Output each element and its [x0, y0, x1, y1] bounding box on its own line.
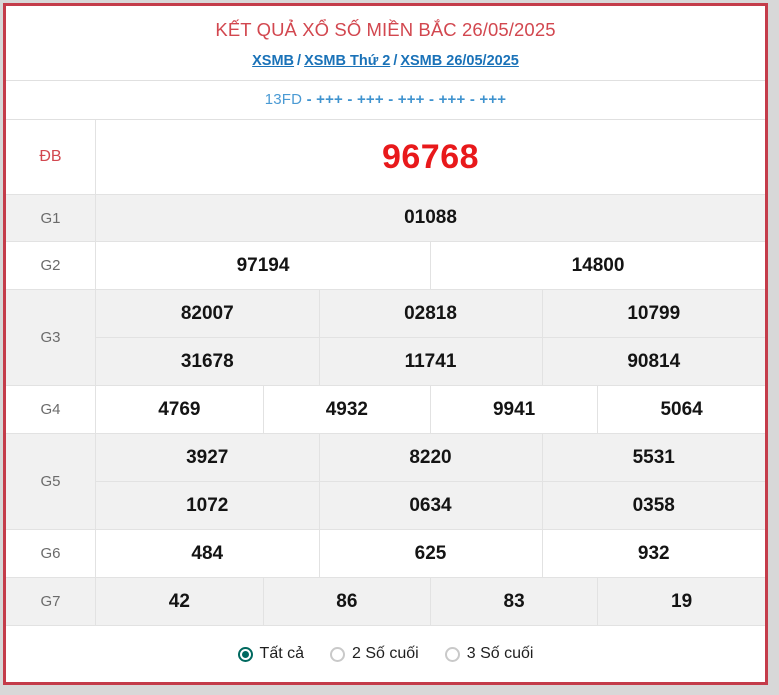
prize-cells-g6: 484 625 932 [95, 529, 765, 579]
draw-code-rest: - +++ - +++ - +++ - +++ - +++ [306, 90, 507, 108]
table-row-g4: G4 4769 4932 9941 5064 [6, 385, 765, 435]
table-row-g2: G2 97194 14800 [6, 241, 765, 291]
prize-value-g5-4: 1072 [96, 481, 320, 530]
prize-label-g2: G2 [6, 241, 96, 291]
prize-value-g7-3: 83 [429, 578, 599, 626]
radio-label-last-2: 2 Số cuối [352, 645, 419, 663]
prize-label-g3: G3 [6, 289, 96, 387]
prize-value-g2-2: 14800 [430, 242, 765, 290]
draw-code-row: 13FD - +++ - +++ - +++ - +++ - +++ [6, 79, 765, 120]
prize-value-g1: 01088 [95, 194, 765, 243]
nested-row: 4769 4932 9941 5064 [96, 386, 765, 434]
radio-option-all[interactable]: Tất cả [237, 645, 305, 663]
table-row-g5: G5 3927 8220 5531 1072 [6, 433, 765, 531]
results-table: ĐB 96768 G1 01088 G2 97194 148 [6, 119, 765, 627]
prize-value-g7-1: 42 [96, 578, 264, 626]
prize-value-g3-2: 02818 [318, 290, 543, 339]
prize-label-db: ĐB [6, 119, 96, 196]
prize-value-g5-2: 8220 [318, 434, 543, 483]
radio-label-last-3: 3 Số cuối [466, 645, 534, 663]
prize-value-g3-4: 31678 [96, 337, 320, 386]
radio-icon-unselected[interactable] [444, 646, 460, 662]
prize-value-g5-5: 0634 [318, 481, 543, 530]
breadcrumb-separator: / [297, 52, 302, 69]
prize-value-g6-2: 625 [318, 530, 543, 578]
nested-row: 42 86 83 19 [96, 578, 765, 626]
prize-cells-g7: 42 86 83 19 [95, 577, 765, 627]
prize-value-g3-1: 82007 [96, 290, 320, 339]
nested-grid-g3: 82007 02818 10799 31678 11741 90814 [96, 290, 765, 386]
nested-grid-g7: 42 86 83 19 [96, 578, 765, 626]
prize-value-g2-1: 97194 [96, 242, 431, 290]
lottery-result-panel: KẾT QUẢ XỔ SỐ MIỀN BẮC 26/05/2025 XSMB / X… [3, 3, 768, 685]
prize-value-g5-6: 0358 [541, 481, 765, 530]
radio-option-last-2[interactable]: 2 Số cuối [330, 645, 419, 663]
table-row-db: ĐB 96768 [6, 119, 765, 196]
prize-value-g5-1: 3927 [96, 434, 320, 483]
prize-value-g3-3: 10799 [541, 290, 765, 339]
result-header: KẾT QUẢ XỔ SỐ MIỀN BẮC 26/05/2025 XSMB / X… [6, 6, 765, 80]
prize-value-g4-2: 4932 [262, 386, 432, 434]
prize-value-db: 96768 [95, 119, 765, 196]
breadcrumb-link-xsmb-thu-2[interactable]: XSMB Thứ 2 [304, 52, 391, 69]
prize-label-g1: G1 [6, 194, 96, 243]
nested-row: 97194 14800 [96, 242, 765, 290]
nested-grid-g5: 3927 8220 5531 1072 0634 0358 [96, 434, 765, 530]
nested-row: 82007 02818 10799 [96, 290, 765, 339]
nested-grid-g2: 97194 14800 [96, 242, 765, 290]
prize-value-g4-3: 9941 [429, 386, 599, 434]
prize-value-g3-5: 11741 [318, 337, 543, 386]
breadcrumb: XSMB / XSMB Thứ 2/XSMB 26/05/2025 [6, 52, 765, 71]
nested-row: 31678 11741 90814 [96, 337, 765, 386]
prize-value-g3-6: 90814 [541, 337, 765, 386]
prize-value-g6-3: 932 [541, 530, 765, 578]
table-row-g7: G7 42 86 83 19 [6, 577, 765, 627]
radio-icon-selected[interactable] [237, 646, 253, 662]
table-row-g1: G1 01088 [6, 194, 765, 243]
nested-grid-g6: 484 625 932 [96, 530, 765, 578]
radio-option-last-3[interactable]: 3 Số cuối [444, 645, 534, 663]
breadcrumb-separator: / [393, 52, 398, 69]
draw-code-prefix: 13FD [264, 90, 303, 108]
prize-label-g4: G4 [6, 385, 96, 435]
prize-value-g7-2: 86 [262, 578, 432, 626]
prize-label-g7: G7 [6, 577, 96, 627]
digit-filter-group: Tất cả 2 Số cuối 3 Số cuối [6, 626, 765, 682]
prize-cells-g2: 97194 14800 [95, 241, 765, 291]
prize-cells-g3: 82007 02818 10799 31678 11741 90814 [95, 289, 765, 387]
radio-label-all: Tất cả [259, 645, 305, 663]
prize-label-g5: G5 [6, 433, 96, 531]
table-row-g3: G3 82007 02818 10799 31678 [6, 289, 765, 387]
prize-value-g7-4: 19 [597, 578, 765, 626]
prize-value-g4-1: 4769 [96, 386, 264, 434]
prize-value-g4-4: 5064 [597, 386, 765, 434]
prize-value-g5-3: 5531 [541, 434, 765, 483]
nested-grid-g4: 4769 4932 9941 5064 [96, 386, 765, 434]
prize-value-g6-1: 484 [96, 530, 320, 578]
breadcrumb-link-xsmb[interactable]: XSMB [252, 52, 295, 69]
breadcrumb-link-xsmb-date[interactable]: XSMB 26/05/2025 [400, 52, 519, 69]
prize-cells-g4: 4769 4932 9941 5064 [95, 385, 765, 435]
nested-row: 484 625 932 [96, 530, 765, 578]
nested-row: 1072 0634 0358 [96, 481, 765, 530]
table-row-g6: G6 484 625 932 [6, 529, 765, 579]
nested-row: 3927 8220 5531 [96, 434, 765, 483]
radio-icon-unselected[interactable] [330, 646, 346, 662]
prize-label-g6: G6 [6, 529, 96, 579]
page-title: KẾT QUẢ XỔ SỐ MIỀN BẮC 26/05/2025 [215, 19, 556, 40]
prize-cells-g5: 3927 8220 5531 1072 0634 0358 [95, 433, 765, 531]
